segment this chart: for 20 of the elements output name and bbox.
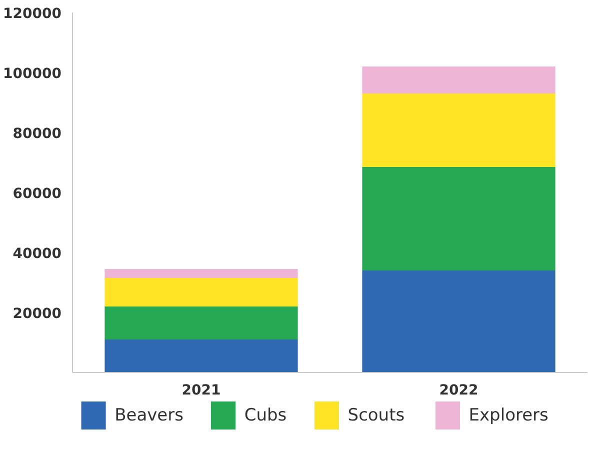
bar [104, 269, 298, 278]
bar [104, 340, 298, 372]
bar [362, 167, 556, 270]
y-tick-label: 120000 [3, 6, 62, 22]
legend-label: Cubs [244, 406, 287, 426]
y-tick-label: 40000 [12, 246, 62, 262]
y-tick-label: 80000 [12, 126, 62, 142]
x-tick-label: 2021 [182, 382, 221, 398]
bar [362, 270, 556, 372]
y-tick-label: 20000 [12, 306, 62, 322]
legend-label: Scouts [348, 406, 405, 426]
y-tick-label: 60000 [12, 186, 62, 202]
legend-label: Beavers [114, 406, 184, 426]
bar [104, 278, 298, 306]
bar [104, 306, 298, 340]
bar [362, 94, 556, 167]
y-tick-label: 100000 [3, 66, 62, 82]
bar [362, 66, 556, 94]
x-tick-label: 2022 [439, 382, 478, 398]
legend-label: Explorers [468, 406, 549, 426]
